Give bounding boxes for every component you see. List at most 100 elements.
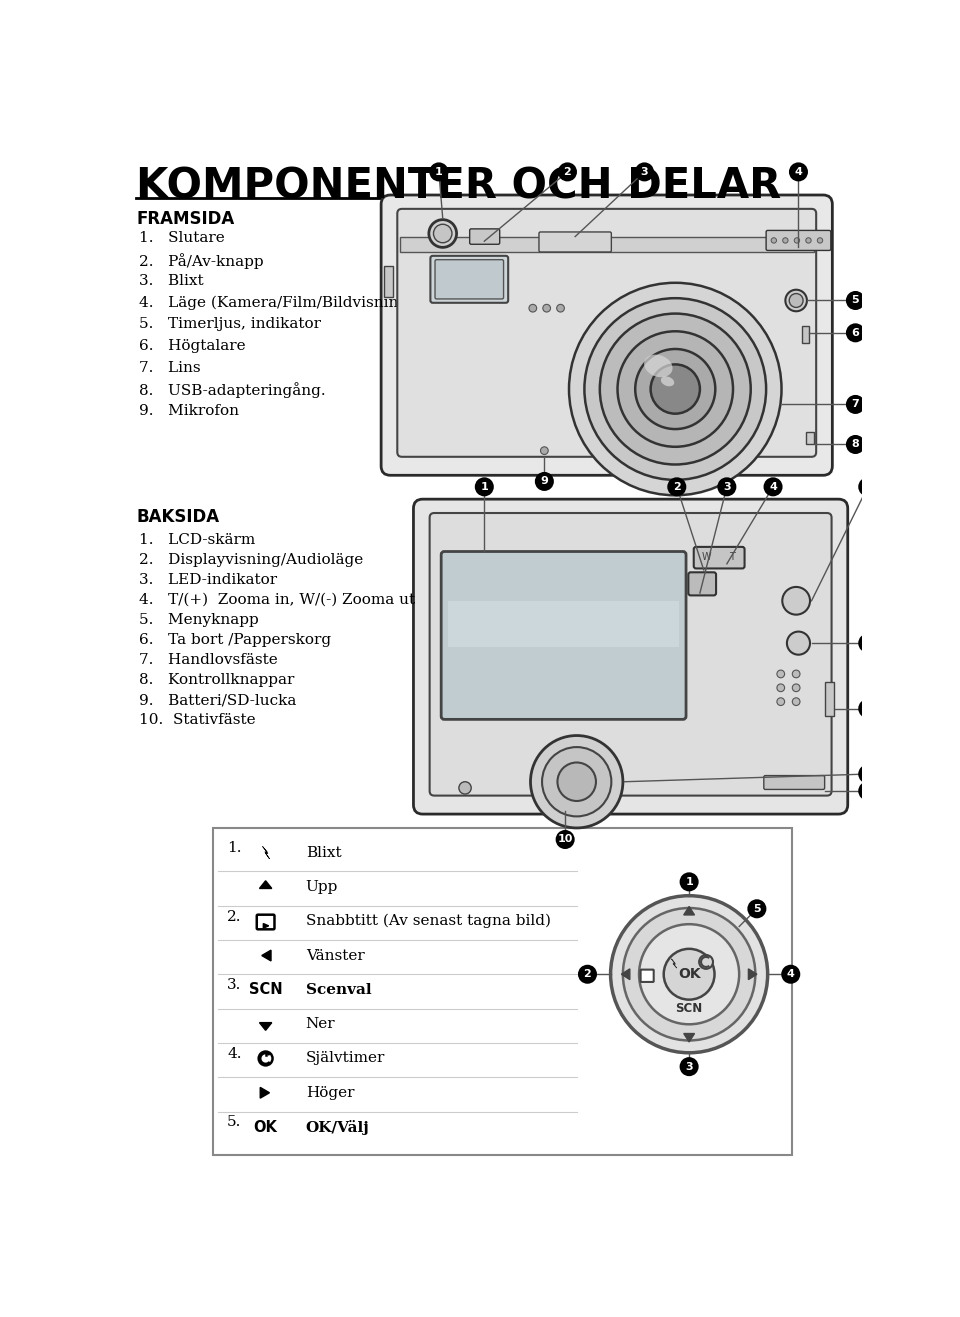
Circle shape	[557, 304, 564, 312]
Circle shape	[636, 163, 653, 180]
Circle shape	[782, 238, 788, 244]
FancyBboxPatch shape	[688, 573, 716, 595]
Text: 2.: 2.	[228, 910, 242, 923]
Bar	[384, 266, 394, 296]
Circle shape	[859, 782, 876, 799]
Text: 1: 1	[685, 877, 693, 886]
Text: 9.   Batteri/SD-lucka: 9. Batteri/SD-lucka	[139, 693, 297, 707]
Circle shape	[585, 298, 766, 479]
Circle shape	[429, 220, 457, 248]
Circle shape	[777, 684, 784, 691]
Text: 1: 1	[480, 482, 489, 491]
Circle shape	[805, 238, 811, 244]
Circle shape	[847, 436, 864, 453]
Circle shape	[782, 587, 810, 615]
Circle shape	[558, 763, 596, 801]
Text: 2: 2	[564, 167, 571, 176]
Bar	[802, 325, 809, 342]
Polygon shape	[262, 950, 271, 961]
Text: 2.   Displayvisning/Audioläge: 2. Displayvisning/Audioläge	[139, 553, 364, 568]
Text: FRAMSIDA: FRAMSIDA	[136, 211, 234, 228]
Polygon shape	[262, 847, 270, 859]
Text: Blixt: Blixt	[305, 846, 342, 860]
Circle shape	[559, 163, 576, 180]
Bar	[806, 432, 814, 444]
Circle shape	[718, 478, 735, 495]
Text: 5: 5	[852, 295, 859, 306]
Circle shape	[792, 684, 800, 691]
Circle shape	[789, 294, 804, 307]
Polygon shape	[671, 959, 677, 968]
Text: 1.   LCD-skärm: 1. LCD-skärm	[139, 533, 255, 547]
FancyBboxPatch shape	[640, 969, 654, 982]
Circle shape	[681, 1058, 698, 1075]
Text: 7.   Handlovsfäste: 7. Handlovsfäste	[139, 653, 278, 668]
Text: 2: 2	[673, 482, 681, 491]
FancyBboxPatch shape	[539, 232, 612, 252]
Text: 4.   Läge (Kamera/Film/Bildvisning): 4. Läge (Kamera/Film/Bildvisning)	[139, 296, 415, 311]
Text: 3.   Blixt: 3. Blixt	[139, 274, 204, 288]
Text: 2.   På/Av-knapp: 2. På/Av-knapp	[139, 253, 264, 269]
Text: 8.   Kontrollknappar: 8. Kontrollknappar	[139, 673, 295, 687]
Text: 7: 7	[864, 703, 872, 714]
Circle shape	[258, 1051, 273, 1065]
Polygon shape	[684, 1034, 694, 1042]
Circle shape	[777, 698, 784, 706]
Text: 4.   T/(+)  Zooma in, W/(-) Zooma ut: 4. T/(+) Zooma in, W/(-) Zooma ut	[139, 593, 416, 607]
FancyBboxPatch shape	[414, 499, 848, 814]
Circle shape	[557, 831, 574, 848]
Text: 5.: 5.	[228, 1115, 242, 1130]
Polygon shape	[621, 969, 630, 980]
Circle shape	[847, 324, 864, 341]
Text: W: W	[702, 552, 711, 562]
Circle shape	[639, 925, 739, 1025]
Text: 5: 5	[753, 903, 760, 914]
Text: 3: 3	[723, 482, 731, 491]
Circle shape	[663, 948, 714, 1000]
Text: 3: 3	[640, 167, 648, 176]
Text: 8.   USB-adapteringång.: 8. USB-adapteringång.	[139, 382, 326, 398]
Circle shape	[792, 670, 800, 678]
Circle shape	[542, 747, 612, 817]
Circle shape	[540, 446, 548, 454]
Circle shape	[668, 478, 685, 495]
Circle shape	[792, 698, 800, 706]
Text: 7.   Lins: 7. Lins	[139, 361, 201, 374]
Text: 4: 4	[769, 482, 777, 491]
Text: 6.   Högtalare: 6. Högtalare	[139, 338, 246, 353]
Text: 7: 7	[852, 399, 859, 410]
Text: 1: 1	[435, 167, 443, 176]
Text: SCN: SCN	[249, 982, 282, 997]
FancyBboxPatch shape	[469, 229, 500, 244]
FancyBboxPatch shape	[766, 230, 830, 250]
Polygon shape	[260, 1088, 270, 1098]
Text: 8: 8	[864, 769, 872, 780]
Text: 4: 4	[787, 969, 795, 980]
Polygon shape	[259, 1022, 272, 1030]
Text: 1.   Slutare: 1. Slutare	[139, 232, 225, 245]
Circle shape	[623, 907, 756, 1040]
Circle shape	[617, 332, 733, 446]
Text: Upp: Upp	[305, 880, 338, 894]
Circle shape	[651, 365, 700, 414]
Text: 6: 6	[852, 328, 859, 338]
Text: OK/Välj: OK/Välj	[305, 1119, 370, 1134]
Circle shape	[771, 238, 777, 244]
Circle shape	[542, 304, 550, 312]
Circle shape	[785, 290, 807, 311]
Bar	[825, 682, 834, 716]
Circle shape	[681, 873, 698, 890]
Text: 5.   Timerljus, indikator: 5. Timerljus, indikator	[139, 317, 322, 332]
Circle shape	[476, 478, 492, 495]
Text: 3.   LED-indikator: 3. LED-indikator	[139, 573, 277, 587]
FancyBboxPatch shape	[256, 915, 275, 930]
Text: SCN: SCN	[676, 1002, 703, 1015]
Circle shape	[579, 965, 596, 982]
Text: 4: 4	[795, 167, 803, 176]
Text: Höger: Höger	[305, 1085, 354, 1100]
Text: Snabbtitt (Av senast tagna bild): Snabbtitt (Av senast tagna bild)	[305, 914, 551, 928]
Circle shape	[859, 478, 876, 495]
Text: 6.   Ta bort /Papperskorg: 6. Ta bort /Papperskorg	[139, 633, 331, 647]
Text: Självtimer: Självtimer	[305, 1051, 385, 1065]
Text: 9: 9	[864, 786, 872, 795]
